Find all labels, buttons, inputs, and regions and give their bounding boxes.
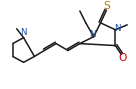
Text: N: N (20, 28, 27, 37)
Text: S: S (103, 1, 110, 11)
Text: O: O (118, 53, 126, 63)
Text: N: N (114, 24, 121, 33)
Text: N: N (89, 30, 96, 39)
